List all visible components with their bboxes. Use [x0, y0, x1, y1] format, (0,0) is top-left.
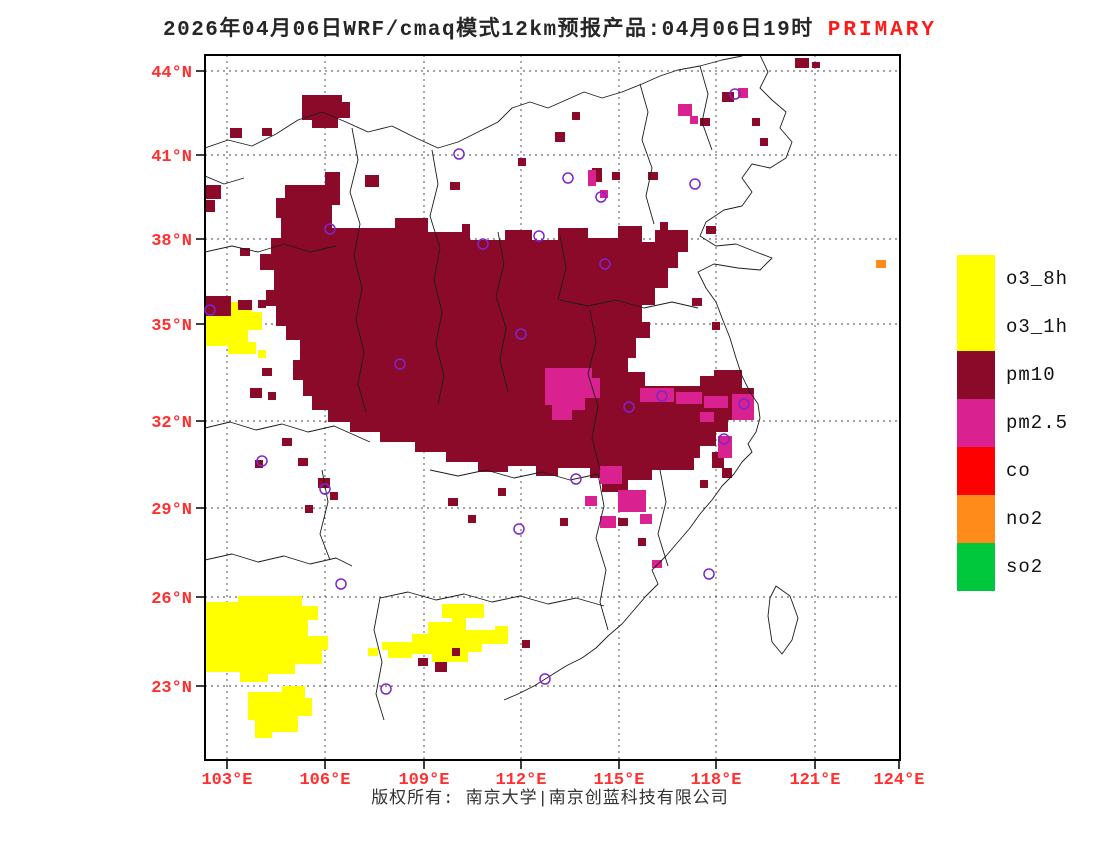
legend-label: so2	[1006, 556, 1044, 578]
legend-item-no2: no2	[957, 495, 1068, 543]
lat-label: 35°N	[151, 317, 192, 336]
page-title: 2026年04月06日WRF/cmaq模式12km预报产品:04月06日19时 P…	[0, 12, 1100, 42]
title-text: 2026年04月06日WRF/cmaq模式12km预报产品:04月06日19时	[163, 19, 814, 42]
lat-label: 26°N	[151, 590, 192, 609]
legend-label: o3_1h	[1006, 316, 1069, 338]
lon-label: 109°E	[398, 771, 449, 790]
lon-label: 115°E	[593, 771, 644, 790]
legend-label: no2	[1006, 508, 1044, 530]
lat-label: 44°N	[151, 64, 192, 83]
national-border	[205, 55, 743, 149]
o3-regions	[205, 302, 508, 738]
lon-label: 124°E	[873, 771, 924, 790]
legend-label: co	[1006, 460, 1031, 482]
legend-swatch	[957, 399, 995, 447]
no2-region	[876, 260, 886, 268]
legend-label: o3_8h	[1006, 268, 1069, 290]
legend-swatch	[957, 495, 995, 543]
axis-ticks	[196, 70, 900, 769]
legend-item-o3-1h: o3_1h	[957, 303, 1068, 351]
legend-swatch	[957, 351, 995, 399]
legend-item-so2: so2	[957, 543, 1068, 591]
map-border	[204, 54, 901, 761]
pollutant-legend: o3_8h o3_1h pm10 pm2.5 co no2 so2	[957, 255, 1068, 591]
lat-label: 32°N	[151, 414, 192, 433]
lon-label: 121°E	[789, 771, 840, 790]
primary-pollutant-badge: PRIMARY	[827, 19, 937, 42]
legend-label: pm2.5	[1006, 412, 1069, 434]
legend-swatch	[957, 543, 995, 591]
lat-label: 29°N	[151, 501, 192, 520]
lat-label: 41°N	[151, 148, 192, 167]
lon-label: 103°E	[201, 771, 252, 790]
legend-swatch	[957, 447, 995, 495]
legend-swatch	[957, 303, 995, 351]
lat-label: 38°N	[151, 232, 192, 251]
legend-item-pm10: pm10	[957, 351, 1068, 399]
longitude-axis: 103°E 106°E 109°E 112°E 115°E 118°E 121°…	[201, 771, 924, 790]
pm10-regions	[205, 58, 820, 672]
legend-swatch	[957, 255, 995, 303]
legend-item-o3-8h: o3_8h	[957, 255, 1068, 303]
lon-label: 112°E	[495, 771, 546, 790]
legend-label: pm10	[1006, 364, 1056, 386]
legend-item-co: co	[957, 447, 1068, 495]
lon-label: 106°E	[299, 771, 350, 790]
latitude-axis: 44°N 41°N 38°N 35°N 32°N 29°N 26°N 23°N	[151, 64, 192, 698]
lon-label: 118°E	[690, 771, 741, 790]
lat-label: 23°N	[151, 679, 192, 698]
copyright-text: 版权所有: 南京大学|南京创蓝科技有限公司	[371, 790, 729, 809]
coastline	[503, 55, 793, 701]
legend-item-pm25: pm2.5	[957, 399, 1068, 447]
city-markers	[204, 88, 750, 695]
footer-copyright: 版权所有: 南京大学|南京创蓝科技有限公司	[0, 783, 1100, 809]
province-boundaries	[205, 55, 799, 721]
taiwan-outline	[767, 585, 799, 655]
